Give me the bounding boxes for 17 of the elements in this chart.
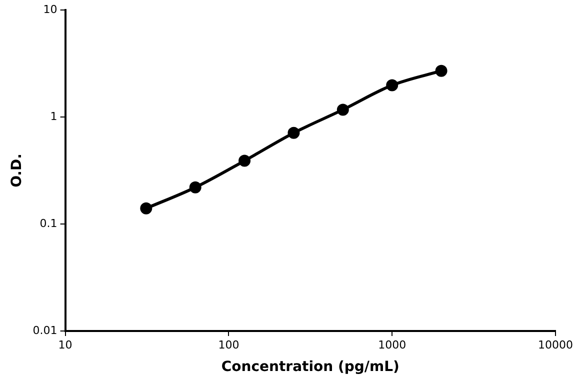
- y-tick-label: 0.1: [40, 216, 58, 230]
- x-tick-label: 10: [58, 338, 72, 352]
- point: [288, 126, 300, 139]
- x-axis-title: Concentration (pg/mL): [221, 359, 400, 376]
- x-tick-label: 10000: [538, 338, 574, 352]
- point: [189, 181, 202, 194]
- point: [238, 154, 251, 167]
- y-axis-title: O.D.: [9, 154, 26, 188]
- point: [140, 202, 152, 214]
- y-tick-label: 1: [50, 110, 58, 123]
- x-tick-label: 100: [218, 338, 240, 352]
- point: [336, 104, 349, 116]
- y-tick-label: 10: [43, 2, 58, 16]
- x-tick-label: 1000: [378, 338, 406, 352]
- point: [435, 64, 448, 77]
- point: [386, 79, 398, 92]
- y-tick-label: 0.01: [32, 324, 58, 337]
